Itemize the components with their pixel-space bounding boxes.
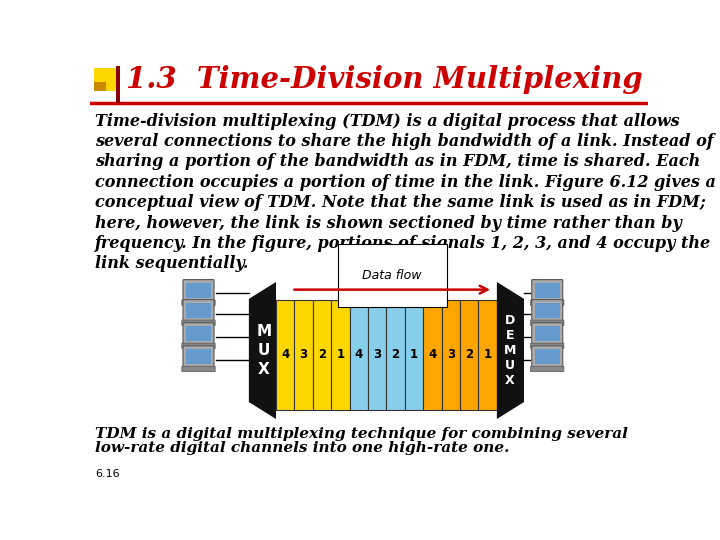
- Polygon shape: [497, 282, 524, 419]
- Text: 4: 4: [205, 345, 213, 357]
- Bar: [441, 300, 460, 410]
- Text: 1: 1: [484, 348, 492, 361]
- Text: connection occupies a portion of time in the link. Figure 6.12 gives a: connection occupies a portion of time in…: [96, 174, 716, 191]
- Text: conceptual view of TDM. Note that the same link is used as in FDM;: conceptual view of TDM. Note that the sa…: [96, 194, 706, 211]
- FancyBboxPatch shape: [531, 320, 564, 326]
- Text: sharing a portion of the bandwidth as in FDM, time is shared. Each: sharing a portion of the bandwidth as in…: [96, 153, 701, 170]
- Text: 3: 3: [300, 348, 307, 361]
- Text: 2: 2: [465, 348, 473, 361]
- Bar: [460, 300, 479, 410]
- Text: 2: 2: [205, 298, 213, 311]
- Bar: [423, 300, 441, 410]
- Text: 1: 1: [533, 278, 541, 291]
- FancyBboxPatch shape: [531, 300, 564, 306]
- FancyBboxPatch shape: [532, 323, 563, 345]
- FancyBboxPatch shape: [183, 300, 214, 321]
- Bar: [276, 300, 294, 410]
- FancyBboxPatch shape: [183, 346, 214, 367]
- Text: 1.3  Time-Division Multiplexing: 1.3 Time-Division Multiplexing: [126, 65, 642, 94]
- FancyBboxPatch shape: [531, 343, 564, 348]
- Text: here, however, the link is shown sectioned by time rather than by: here, however, the link is shown section…: [96, 214, 682, 232]
- Bar: [186, 326, 211, 341]
- Text: 4: 4: [281, 348, 289, 361]
- Text: low-rate digital channels into one high-rate one.: low-rate digital channels into one high-…: [96, 441, 510, 455]
- FancyBboxPatch shape: [183, 323, 214, 345]
- Bar: [405, 300, 423, 410]
- Bar: [479, 300, 497, 410]
- FancyBboxPatch shape: [532, 280, 563, 301]
- Text: Data flow: Data flow: [362, 269, 422, 282]
- Text: D
E
M
U
X: D E M U X: [503, 314, 516, 387]
- Text: 2: 2: [533, 298, 541, 311]
- Text: 3: 3: [205, 321, 213, 334]
- FancyBboxPatch shape: [532, 346, 563, 367]
- Text: frequency. In the figure, portions of signals 1, 2, 3, and 4 occupy the: frequency. In the figure, portions of si…: [96, 235, 711, 252]
- Text: TDM is a digital multiplexing technique for combining several: TDM is a digital multiplexing technique …: [96, 427, 629, 441]
- Bar: [186, 283, 211, 298]
- FancyBboxPatch shape: [532, 300, 563, 321]
- Bar: [535, 326, 559, 341]
- Bar: [368, 300, 387, 410]
- FancyBboxPatch shape: [183, 280, 214, 301]
- Bar: [350, 300, 368, 410]
- Bar: [117, 66, 120, 103]
- Bar: [535, 283, 559, 298]
- FancyBboxPatch shape: [182, 366, 215, 372]
- Text: 6.16: 6.16: [96, 469, 120, 479]
- FancyBboxPatch shape: [182, 300, 215, 306]
- Text: 4: 4: [355, 348, 363, 361]
- Text: link sequentially.: link sequentially.: [96, 255, 249, 272]
- Bar: [94, 68, 117, 91]
- Text: 4: 4: [428, 348, 436, 361]
- Bar: [186, 303, 211, 318]
- Text: M
U
X: M U X: [256, 325, 271, 376]
- Text: 3: 3: [447, 348, 455, 361]
- Text: 1: 1: [205, 278, 213, 291]
- FancyBboxPatch shape: [182, 320, 215, 326]
- Text: 1: 1: [336, 348, 344, 361]
- Bar: [535, 303, 559, 318]
- Text: 3: 3: [373, 348, 382, 361]
- FancyBboxPatch shape: [182, 343, 215, 348]
- Bar: [312, 300, 331, 410]
- Text: several connections to share the high bandwidth of a link. Instead of: several connections to share the high ba…: [96, 133, 714, 150]
- Bar: [186, 349, 211, 365]
- Bar: [535, 349, 559, 365]
- Bar: [294, 300, 312, 410]
- Text: 4: 4: [533, 345, 541, 357]
- FancyBboxPatch shape: [531, 366, 564, 372]
- Text: 3: 3: [533, 321, 541, 334]
- Bar: [94, 82, 107, 91]
- Text: 1: 1: [410, 348, 418, 361]
- Text: 2: 2: [318, 348, 326, 361]
- Polygon shape: [249, 282, 276, 419]
- Text: Time-division multiplexing (TDM) is a digital process that allows: Time-division multiplexing (TDM) is a di…: [96, 112, 680, 130]
- Text: 2: 2: [392, 348, 400, 361]
- Bar: [331, 300, 350, 410]
- Bar: [387, 300, 405, 410]
